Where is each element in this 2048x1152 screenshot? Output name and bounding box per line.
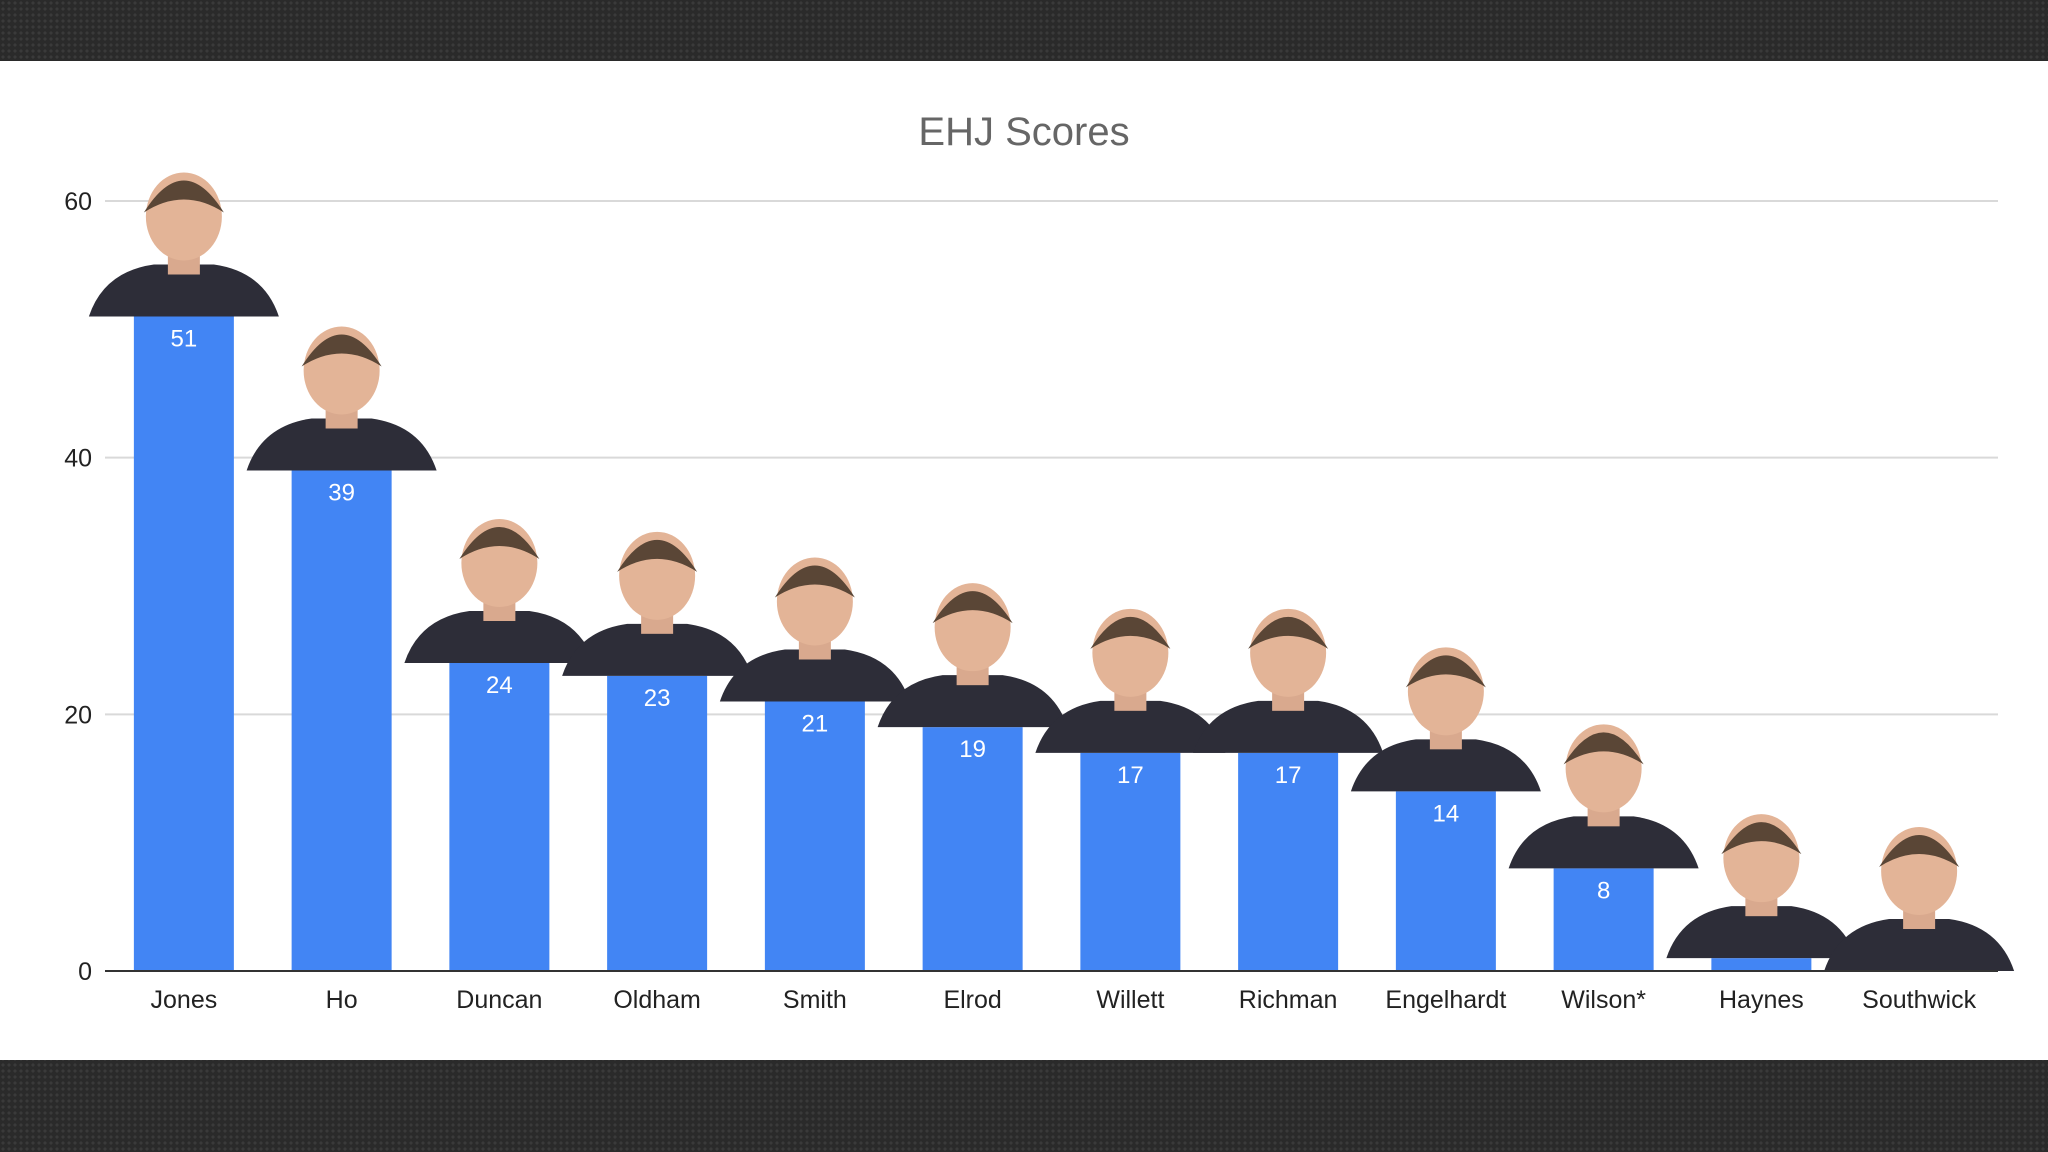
x-tick-label: Southwick: [1862, 986, 1976, 1014]
data-label: 14: [1433, 800, 1460, 827]
bar-smith: [764, 701, 865, 971]
data-label: 24: [486, 672, 513, 699]
portrait-jones-image: [88, 172, 279, 317]
y-tick-label: 20: [64, 701, 92, 729]
x-tick-label: Oldham: [613, 986, 701, 1014]
y-tick-label: 0: [78, 958, 92, 986]
x-tick-label: Jones: [151, 986, 218, 1014]
portrait-ho-image: [246, 326, 437, 471]
bar-jones: [133, 316, 234, 971]
bar-oldham: [607, 675, 708, 971]
x-tick-label: Willett: [1096, 986, 1164, 1014]
x-tick-label: Elrod: [943, 986, 1001, 1014]
bar-haynes: [1711, 958, 1812, 971]
portrait-oldham-image: [562, 531, 753, 676]
data-label: 17: [1275, 762, 1302, 789]
bar-duncan: [449, 663, 550, 971]
bar-engelhardt: [1395, 791, 1496, 971]
y-tick-label: 40: [64, 445, 92, 473]
bar-chart: EHJ Scores 0 20 40 60 51 39 24 23 21 19 17 17 14 8 J…: [64, 110, 2015, 1014]
portrait-elrod-image: [877, 583, 1068, 728]
bar-richman: [1238, 752, 1339, 971]
data-label: 23: [644, 685, 671, 712]
x-axis-labels: Jones Ho Duncan Oldham Smith Elrod Willett Rich…: [151, 986, 1977, 1014]
portraits: [88, 172, 2015, 971]
x-tick-label: Ho: [326, 986, 358, 1014]
bar-wilson: [1553, 868, 1654, 971]
data-label: 21: [802, 711, 829, 738]
data-label: 17: [1117, 762, 1144, 789]
data-labels: 51 39 24 23 21 19 17 17 14 8: [171, 326, 1611, 905]
portrait-smith-image: [719, 557, 910, 702]
portrait-willett-image: [1035, 608, 1226, 753]
bar-ho: [291, 470, 392, 971]
data-label: 39: [328, 480, 355, 507]
bars: [133, 316, 1812, 971]
portrait-southwick-image: [1824, 827, 2015, 971]
portrait-haynes-image: [1666, 814, 1857, 959]
data-label: 19: [959, 736, 986, 763]
x-tick-label: Duncan: [456, 986, 542, 1014]
x-tick-label: Engelhardt: [1385, 986, 1506, 1014]
x-tick-label: Smith: [783, 986, 847, 1014]
chart-title: EHJ Scores: [918, 110, 1129, 154]
bar-elrod: [922, 727, 1023, 971]
x-tick-label: Richman: [1239, 986, 1338, 1014]
chart-slide: EHJ Scores 0 20 40 60 51 39 24 23 21 19 17 17 14 8 J…: [0, 61, 2048, 1060]
portrait-duncan-image: [404, 519, 595, 663]
portrait-engelhardt-image: [1350, 647, 1541, 792]
portrait-wilson-image: [1508, 724, 1699, 869]
data-label: 8: [1597, 877, 1610, 904]
portrait-richman-image: [1193, 608, 1384, 753]
y-tick-label: 60: [64, 188, 92, 216]
y-axis-ticks: 0 20 40 60: [64, 188, 92, 986]
data-label: 51: [171, 326, 198, 353]
bar-willett: [1080, 752, 1181, 971]
x-tick-label: Wilson*: [1561, 986, 1646, 1014]
x-tick-label: Haynes: [1719, 986, 1804, 1014]
